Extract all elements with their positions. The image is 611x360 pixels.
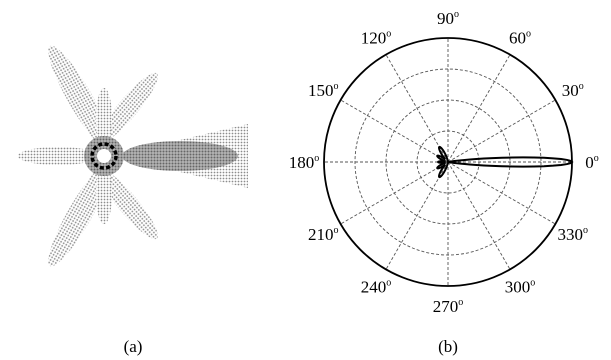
polar-tick-300: 300o [505,278,536,297]
caption-a: (a) [124,337,143,356]
panel-a-lobe-up [96,88,112,148]
panel-a-center-ring [90,142,118,170]
panel-a-lobe-left [18,147,98,165]
polar-tick-30: 30o [562,81,584,100]
polar-tick-0: 0o [585,153,599,172]
polar-tick-330: 330o [557,225,588,244]
panel-a-lobe-lower-left [48,161,112,267]
polar-spoke-150 [340,99,449,163]
panel-b-polar-plot: 0o 30o 60o 90o 120o 150o 180o 210o 240o 270o 300o 3… [289,9,599,316]
panel-a-pattern [18,45,248,267]
polar-spoke-120 [385,54,449,163]
polar-spoke-30 [447,99,556,163]
polar-tick-270: 270o [433,297,464,316]
polar-spoke-60 [447,54,511,163]
polar-spoke-240 [385,161,449,270]
panel-a-lobe-down [96,164,112,224]
panel-a-center-core [97,149,111,163]
polar-series-curve [436,145,574,179]
panel-a-lobe-upper-left [48,45,112,151]
polar-tick-240: 240o [361,278,392,297]
polar-tick-60: 60o [509,28,531,47]
polar-tick-90: 90o [437,9,459,28]
panel-a-main-lobe [122,141,238,171]
panel-a-lobe-upper-right [98,72,158,144]
polar-spoke-210 [340,161,449,225]
polar-spoke-300 [447,161,511,270]
polar-spoke-330 [447,161,556,225]
polar-tick-120: 120o [361,28,392,47]
polar-tick-210: 210o [308,225,339,244]
caption-b: (b) [438,337,458,356]
polar-tick-labels: 0o 30o 60o 90o 120o 150o 180o 210o 240o 270o 300o 3… [289,9,599,316]
polar-tick-150: 150o [308,81,339,100]
panel-a-lobe-lower-right [98,168,158,240]
polar-tick-180: 180o [289,153,320,172]
polar-grid [323,37,573,287]
